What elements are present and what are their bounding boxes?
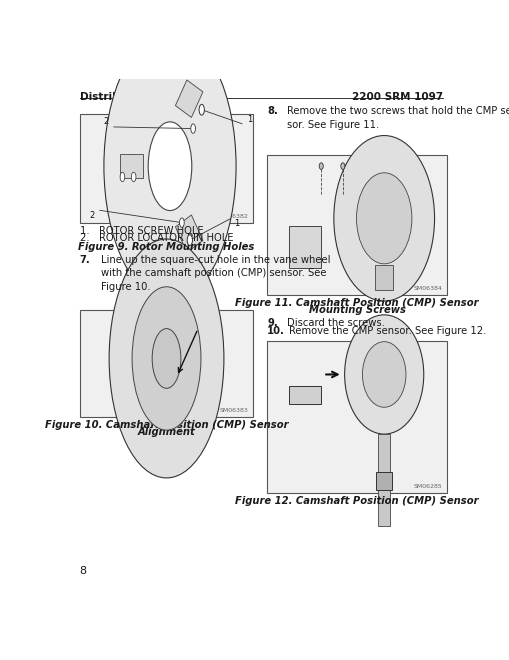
Ellipse shape bbox=[333, 135, 434, 301]
Text: Figure 10. Camshaft Position (CMP) Sensor: Figure 10. Camshaft Position (CMP) Senso… bbox=[45, 420, 288, 430]
Bar bbox=[375, 472, 391, 490]
Text: 8: 8 bbox=[79, 566, 87, 576]
Text: 1.   ROTOR SCREW HOLE: 1. ROTOR SCREW HOLE bbox=[79, 226, 203, 236]
Bar bbox=[377, 434, 390, 525]
Ellipse shape bbox=[109, 239, 223, 478]
Ellipse shape bbox=[199, 104, 204, 115]
Ellipse shape bbox=[187, 235, 192, 246]
Text: 9.: 9. bbox=[267, 318, 277, 328]
Ellipse shape bbox=[132, 287, 201, 430]
Ellipse shape bbox=[344, 315, 423, 434]
Text: 2: 2 bbox=[103, 117, 109, 126]
Polygon shape bbox=[120, 154, 143, 178]
Text: 1: 1 bbox=[246, 115, 251, 123]
Ellipse shape bbox=[190, 124, 195, 133]
Polygon shape bbox=[175, 80, 203, 117]
Text: SM06382: SM06382 bbox=[219, 214, 248, 219]
Ellipse shape bbox=[319, 163, 323, 170]
Bar bbox=[288, 226, 321, 268]
Ellipse shape bbox=[120, 172, 125, 182]
Text: Alignment: Alignment bbox=[137, 427, 195, 437]
Bar bbox=[79, 310, 253, 417]
Polygon shape bbox=[175, 215, 203, 252]
Text: SM06383: SM06383 bbox=[219, 408, 248, 413]
Text: SM06285: SM06285 bbox=[413, 484, 441, 489]
Text: 2200 SRM 1097: 2200 SRM 1097 bbox=[351, 92, 442, 102]
Text: Figure 11. Camshaft Position (CMP) Sensor: Figure 11. Camshaft Position (CMP) Senso… bbox=[235, 298, 478, 308]
Text: Figure 12. Camshaft Position (CMP) Sensor: Figure 12. Camshaft Position (CMP) Senso… bbox=[235, 496, 478, 506]
Ellipse shape bbox=[152, 329, 181, 388]
Text: 8.: 8. bbox=[267, 106, 277, 116]
Text: SM06384: SM06384 bbox=[413, 286, 441, 291]
Text: 7.: 7. bbox=[79, 255, 90, 265]
Bar bbox=[375, 265, 392, 290]
Text: Figure 9. Rotor Mounting Holes: Figure 9. Rotor Mounting Holes bbox=[78, 242, 254, 252]
Text: Remove the two screws that hold the CMP sen-
sor. See Figure 11.: Remove the two screws that hold the CMP … bbox=[287, 106, 509, 130]
Bar bbox=[151, 380, 182, 412]
Ellipse shape bbox=[148, 122, 191, 211]
Text: Mounting Screws: Mounting Screws bbox=[308, 305, 405, 315]
Text: Remove the CMP sensor. See Figure 12.: Remove the CMP sensor. See Figure 12. bbox=[289, 326, 486, 336]
Text: Distributor Repair: Distributor Repair bbox=[79, 92, 186, 102]
Bar bbox=[267, 156, 446, 295]
Bar bbox=[267, 341, 446, 494]
Ellipse shape bbox=[362, 342, 405, 407]
Bar bbox=[288, 386, 321, 405]
Ellipse shape bbox=[356, 173, 411, 264]
Text: Discard the screws.: Discard the screws. bbox=[287, 318, 384, 328]
Ellipse shape bbox=[179, 218, 184, 227]
Bar bbox=[79, 114, 253, 223]
Text: 10.: 10. bbox=[267, 326, 285, 336]
Ellipse shape bbox=[104, 32, 236, 300]
Ellipse shape bbox=[340, 163, 344, 170]
Ellipse shape bbox=[131, 172, 136, 182]
Text: Line up the square-cut hole in the vane wheel
with the camshaft position (CMP) s: Line up the square-cut hole in the vane … bbox=[101, 255, 330, 292]
Text: 1: 1 bbox=[234, 218, 239, 228]
Text: 2: 2 bbox=[90, 211, 95, 220]
Text: 2.   ROTOR LOCATOR PIN HOLE: 2. ROTOR LOCATOR PIN HOLE bbox=[79, 233, 233, 243]
